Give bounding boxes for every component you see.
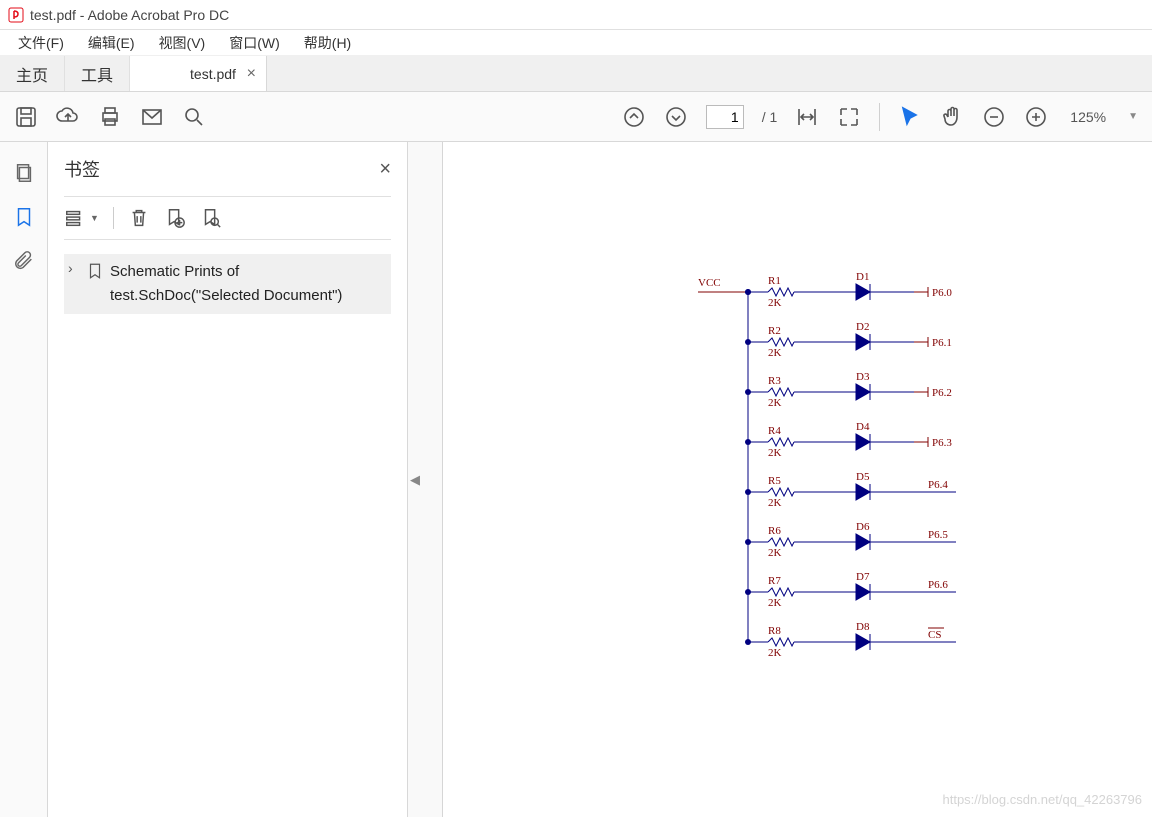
- menu-help[interactable]: 帮助(H): [292, 31, 363, 55]
- svg-text:D2: D2: [856, 321, 869, 333]
- svg-text:2K: 2K: [768, 497, 782, 509]
- bookmark-tree: › Schematic Prints of test.SchDoc("Selec…: [64, 240, 391, 314]
- hand-icon[interactable]: [940, 105, 964, 129]
- page-number-input[interactable]: [706, 105, 744, 129]
- tab-home[interactable]: 主页: [0, 56, 65, 91]
- svg-text:2K: 2K: [768, 347, 782, 359]
- zoom-dropdown-icon[interactable]: ▼: [1128, 111, 1138, 122]
- menu-bar: 文件(F) 编辑(E) 视图(V) 窗口(W) 帮助(H): [0, 30, 1152, 56]
- search-icon[interactable]: [182, 105, 206, 129]
- bookmark-item[interactable]: › Schematic Prints of test.SchDoc("Selec…: [64, 254, 391, 314]
- menu-view[interactable]: 视图(V): [147, 31, 218, 55]
- bookmark-add-icon[interactable]: [164, 207, 186, 229]
- menu-file[interactable]: 文件(F): [6, 31, 76, 55]
- bookmark-item-icon: [86, 262, 104, 280]
- svg-text:P6.0: P6.0: [932, 287, 952, 299]
- zoom-value[interactable]: 125%: [1066, 109, 1110, 125]
- svg-text:2K: 2K: [768, 297, 782, 309]
- bookmarks-icon[interactable]: [13, 206, 35, 228]
- svg-text:P6.4: P6.4: [928, 479, 948, 491]
- bookmark-expand-icon[interactable]: ›: [68, 260, 82, 276]
- bookmark-header: 书签 ×: [64, 156, 391, 197]
- tab-bar: 主页 工具 test.pdf ×: [0, 56, 1152, 92]
- main-area: 书签 × ▼ › Schematic Prints of test.SchDoc…: [0, 142, 1152, 817]
- svg-text:2K: 2K: [768, 647, 782, 659]
- svg-text:R6: R6: [768, 525, 781, 537]
- menu-edit[interactable]: 编辑(E): [76, 31, 147, 55]
- menu-window[interactable]: 窗口(W): [217, 31, 292, 55]
- pdf-page: VCC R1 2K D1 P6.0 R2 2K D2 P6.1 R3 2K D3 P6.2 R4 2K D4 P…: [442, 142, 1152, 817]
- svg-text:CS: CS: [928, 629, 941, 641]
- bookmark-delete-icon[interactable]: [128, 207, 150, 229]
- bookmark-panel: 书签 × ▼ › Schematic Prints of test.SchDoc…: [48, 142, 408, 817]
- svg-text:2K: 2K: [768, 597, 782, 609]
- save-icon[interactable]: [14, 105, 38, 129]
- svg-text:D1: D1: [856, 271, 869, 283]
- svg-text:D7: D7: [856, 571, 870, 583]
- cloud-upload-icon[interactable]: [56, 105, 80, 129]
- bookmark-item-label: Schematic Prints of test.SchDoc("Selecte…: [110, 260, 383, 308]
- fit-width-icon[interactable]: [795, 105, 819, 129]
- svg-text:P6.6: P6.6: [928, 579, 948, 591]
- svg-text:P6.3: P6.3: [932, 437, 952, 449]
- zoom-out-icon[interactable]: [982, 105, 1006, 129]
- tab-tools[interactable]: 工具: [65, 56, 130, 91]
- tab-close-icon[interactable]: ×: [247, 65, 256, 83]
- svg-text:D6: D6: [856, 521, 870, 533]
- svg-text:D4: D4: [856, 421, 870, 433]
- acrobat-icon: [8, 7, 24, 23]
- zoom-in-icon[interactable]: [1024, 105, 1048, 129]
- svg-text:2K: 2K: [768, 447, 782, 459]
- fit-page-icon[interactable]: [837, 105, 861, 129]
- svg-text:P6.1: P6.1: [932, 337, 952, 349]
- svg-text:P6.2: P6.2: [932, 387, 952, 399]
- tab-document-label: test.pdf: [190, 66, 236, 82]
- panel-collapse-icon[interactable]: ◀: [408, 460, 422, 500]
- bookmark-title: 书签: [64, 156, 100, 182]
- svg-text:R1: R1: [768, 275, 781, 287]
- bookmark-options-icon[interactable]: [64, 207, 86, 229]
- attachments-icon[interactable]: [13, 250, 35, 272]
- print-icon[interactable]: [98, 105, 122, 129]
- toolbar: / 1 125% ▼: [0, 92, 1152, 142]
- svg-text:2K: 2K: [768, 547, 782, 559]
- sidebar-rail: [0, 142, 48, 817]
- select-cursor-icon[interactable]: [898, 105, 922, 129]
- svg-text:R2: R2: [768, 325, 781, 337]
- svg-text:D5: D5: [856, 471, 870, 483]
- bookmark-options-caret[interactable]: ▼: [90, 213, 99, 223]
- svg-text:2K: 2K: [768, 397, 782, 409]
- bookmark-find-icon[interactable]: [200, 207, 222, 229]
- toolbar-separator: [879, 103, 880, 131]
- bookmark-toolbar-separator: [113, 207, 114, 229]
- page-down-icon[interactable]: [664, 105, 688, 129]
- page-up-icon[interactable]: [622, 105, 646, 129]
- document-viewer: ◀ VCC R1 2K D1 P6.0 R2 2K D2 P6.1 R3 2K D3 P6.2 R4 2K D…: [408, 142, 1152, 817]
- svg-text:R3: R3: [768, 375, 781, 387]
- bookmark-close-icon[interactable]: ×: [379, 158, 391, 181]
- svg-text:D8: D8: [856, 621, 870, 633]
- schematic-diagram: VCC R1 2K D1 P6.0 R2 2K D2 P6.1 R3 2K D3 P6.2 R4 2K D4 P…: [688, 270, 1152, 700]
- page-total: / 1: [762, 109, 778, 125]
- svg-text:R5: R5: [768, 475, 781, 487]
- svg-text:R4: R4: [768, 425, 781, 437]
- thumbnails-icon[interactable]: [13, 162, 35, 184]
- svg-text:D3: D3: [856, 371, 870, 383]
- svg-text:VCC: VCC: [698, 277, 721, 289]
- bookmark-toolbar: ▼: [64, 197, 391, 240]
- svg-text:P6.5: P6.5: [928, 529, 948, 541]
- title-bar: test.pdf - Adobe Acrobat Pro DC: [0, 0, 1152, 30]
- mail-icon[interactable]: [140, 105, 164, 129]
- svg-text:R8: R8: [768, 625, 781, 637]
- watermark-text: https://blog.csdn.net/qq_42263796: [943, 792, 1143, 807]
- svg-text:R7: R7: [768, 575, 781, 587]
- tab-document[interactable]: test.pdf ×: [130, 56, 267, 91]
- window-title: test.pdf - Adobe Acrobat Pro DC: [30, 7, 229, 23]
